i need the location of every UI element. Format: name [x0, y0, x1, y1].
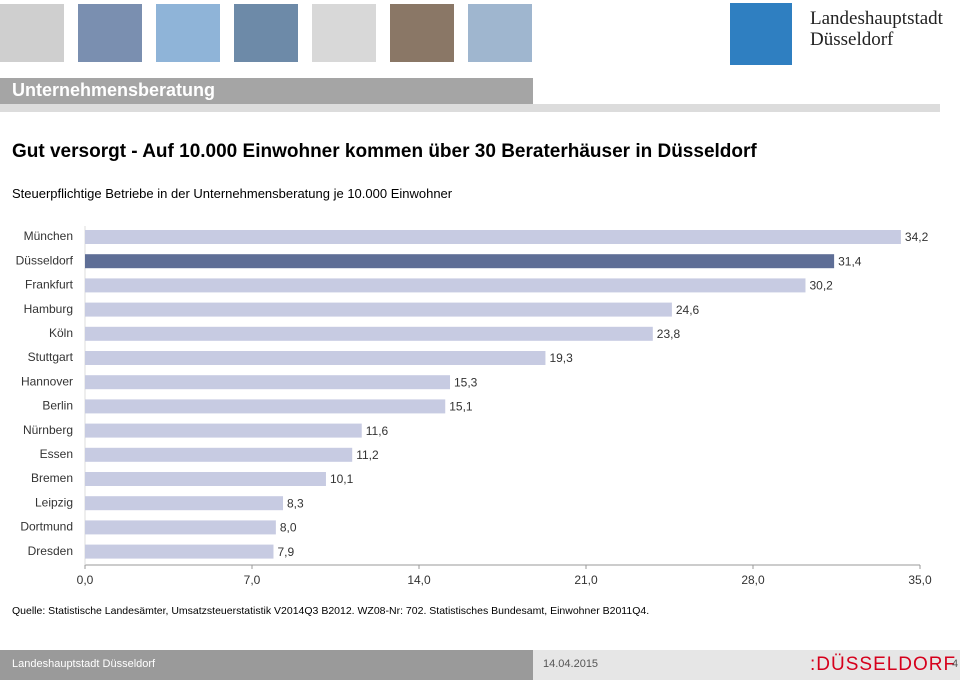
bar	[85, 326, 653, 341]
page-number: 4	[952, 658, 959, 670]
value-label: 11,2	[356, 448, 379, 462]
y-tick-label: Stuttgart	[28, 350, 74, 364]
y-tick-label: Nürnberg	[23, 423, 73, 437]
photo	[390, 4, 454, 62]
chart-title: Gut versorgt - Auf 10.000 Einwohner komm…	[12, 141, 757, 162]
bar	[85, 230, 901, 244]
value-label: 15,1	[449, 400, 473, 414]
section-bar-light	[533, 104, 940, 112]
value-label: 8,3	[287, 496, 304, 510]
footer-bar-light	[533, 650, 960, 680]
footer-organisation: Landeshauptstadt Düsseldorf	[12, 658, 156, 670]
y-tick-label: Düsseldorf	[16, 253, 74, 267]
chart-subtitle: Steuerpflichtige Betriebe in der Unterne…	[12, 186, 453, 201]
value-label: 34,2	[905, 230, 929, 244]
value-label: 7,9	[277, 545, 294, 559]
bar	[85, 496, 284, 511]
photo	[156, 4, 220, 62]
footer-date: 14.04.2015	[543, 658, 599, 670]
y-tick-label: Bremen	[31, 471, 73, 485]
bar	[85, 423, 362, 438]
bar	[85, 375, 451, 390]
value-label: 10,1	[330, 472, 354, 486]
y-tick-label: Dresden	[28, 544, 73, 558]
y-tick-label: Hamburg	[24, 302, 73, 316]
footer-logo: :DÜSSELDORF	[810, 654, 957, 675]
value-label: 8,0	[280, 521, 297, 535]
photo	[0, 4, 64, 62]
photo	[312, 4, 376, 62]
bar	[85, 544, 274, 559]
logo-emblem	[730, 3, 792, 65]
section-title: Unternehmensberatung	[12, 80, 216, 100]
value-label: 30,2	[809, 279, 833, 293]
section-bar	[0, 78, 533, 104]
value-label: 24,6	[676, 303, 700, 317]
logo-line: Düsseldorf	[810, 29, 894, 50]
bar	[85, 472, 326, 486]
bar	[85, 278, 806, 293]
source: Quelle: Statistische Landesämter, Umsatz…	[12, 605, 650, 617]
value-label: 15,3	[454, 375, 478, 389]
bar	[85, 302, 672, 317]
y-tick-label: Essen	[40, 447, 73, 461]
y-tick-label: Frankfurt	[25, 278, 74, 292]
footer-bar	[0, 650, 533, 680]
y-tick-label: Leipzig	[35, 495, 73, 509]
bar	[85, 254, 835, 269]
value-label: 23,8	[657, 327, 681, 341]
bar	[85, 351, 546, 365]
bar	[85, 399, 446, 414]
x-tick-label: 35,0	[908, 573, 932, 587]
x-tick-label: 21,0	[574, 573, 598, 587]
value-label: 11,6	[366, 424, 389, 438]
photo	[468, 4, 532, 62]
x-tick-label: 28,0	[741, 573, 765, 587]
x-tick-label: 7,0	[244, 573, 261, 587]
value-label: 31,4	[838, 254, 862, 268]
y-tick-label: Köln	[49, 326, 73, 340]
y-tick-label: Berlin	[42, 399, 73, 413]
x-tick-label: 0,0	[77, 573, 94, 587]
x-tick-label: 14,0	[407, 573, 431, 587]
photo	[234, 4, 298, 62]
section-bar-light	[0, 104, 533, 112]
logo-line: Landeshauptstadt	[810, 8, 943, 29]
y-tick-label: Dortmund	[20, 520, 73, 534]
bar	[85, 447, 353, 462]
value-label: 19,3	[549, 351, 573, 365]
y-tick-label: München	[24, 229, 73, 243]
photo	[78, 4, 142, 62]
bar	[85, 520, 276, 535]
y-tick-label: Hannover	[21, 374, 73, 388]
